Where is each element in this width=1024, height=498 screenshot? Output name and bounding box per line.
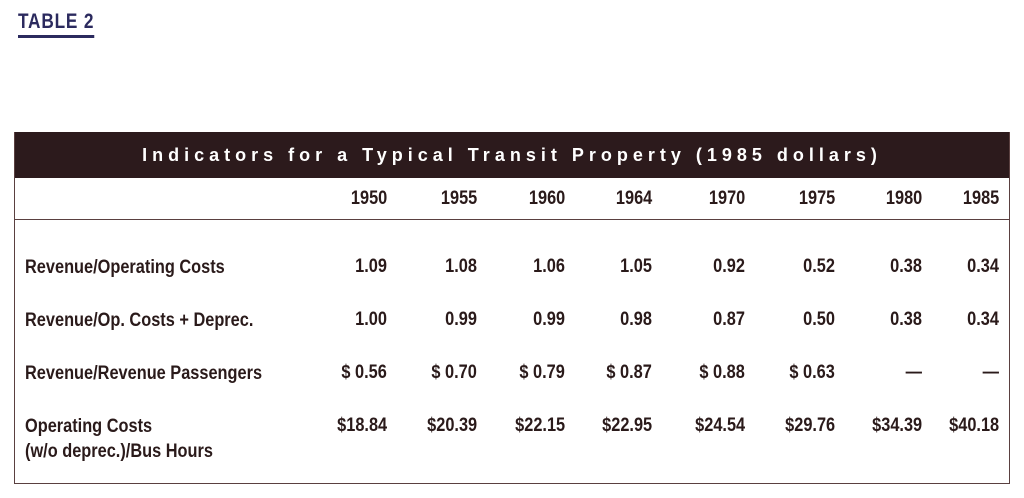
- row-label: Operating Costs: [25, 416, 153, 437]
- table-cell: 0.99: [533, 309, 565, 330]
- row-label: Revenue/Operating Costs: [25, 257, 225, 278]
- year-header-1975: 1975: [798, 188, 835, 209]
- header-row: 1950 1955 1960 1964 1970 1975 1980 1985: [15, 178, 1009, 220]
- table-cell: $ 0.70: [431, 362, 477, 383]
- table-cell: 1.08: [445, 256, 477, 277]
- table-cell: 0.34: [967, 309, 999, 330]
- year-header-1964: 1964: [615, 188, 652, 209]
- table-cell: 0.38: [890, 256, 922, 277]
- data-table: Indicators for a Typical Transit Propert…: [14, 132, 1010, 484]
- table-label: TABLE 2: [18, 10, 95, 38]
- row-label-line-2: (w/o deprec.)/Bus Hours: [25, 441, 213, 462]
- table-cell: 1.06: [533, 256, 565, 277]
- year-header-1985: 1985: [962, 188, 999, 209]
- year-header-1980: 1980: [885, 188, 922, 209]
- table-cell: 0.92: [713, 256, 745, 277]
- table-cell: $20.39: [427, 415, 477, 436]
- row-label: Revenue/Revenue Passengers: [25, 363, 263, 384]
- table-cell: $34.39: [872, 415, 922, 436]
- table-cell: $22.95: [602, 415, 652, 436]
- table-cell: $29.76: [785, 415, 835, 436]
- table-cell: 0.99: [445, 309, 477, 330]
- table-cell: 1.05: [620, 256, 652, 277]
- table-cell: $ 0.79: [519, 362, 565, 383]
- table-title: Indicators for a Typical Transit Propert…: [15, 132, 1009, 178]
- table-cell: $ 0.87: [606, 362, 652, 383]
- table-cell: 0.87: [713, 309, 745, 330]
- table-cell: 1.09: [355, 256, 387, 277]
- table-cell: 0.38: [890, 309, 922, 330]
- table-cell: $ 0.56: [341, 362, 387, 383]
- year-header-1960: 1960: [528, 188, 565, 209]
- year-header-1955: 1955: [440, 188, 477, 209]
- table-cell: —: [905, 362, 922, 383]
- table-cell: $40.18: [949, 415, 999, 436]
- table-cell: 0.34: [967, 256, 999, 277]
- year-header-1970: 1970: [708, 188, 745, 209]
- table-cell: $18.84: [337, 415, 387, 436]
- table-cell: 0.52: [803, 256, 835, 277]
- table-cell: $ 0.88: [699, 362, 745, 383]
- table-cell: 0.98: [620, 309, 652, 330]
- table-cell: $24.54: [695, 415, 745, 436]
- table-cell: 0.50: [803, 309, 835, 330]
- row-label: Revenue/Op. Costs + Deprec.: [25, 310, 254, 331]
- table-cell: $22.15: [515, 415, 565, 436]
- table-cell: —: [982, 362, 999, 383]
- table-cell: $ 0.63: [789, 362, 835, 383]
- table-cell: 1.00: [355, 309, 387, 330]
- year-header-1950: 1950: [350, 188, 387, 209]
